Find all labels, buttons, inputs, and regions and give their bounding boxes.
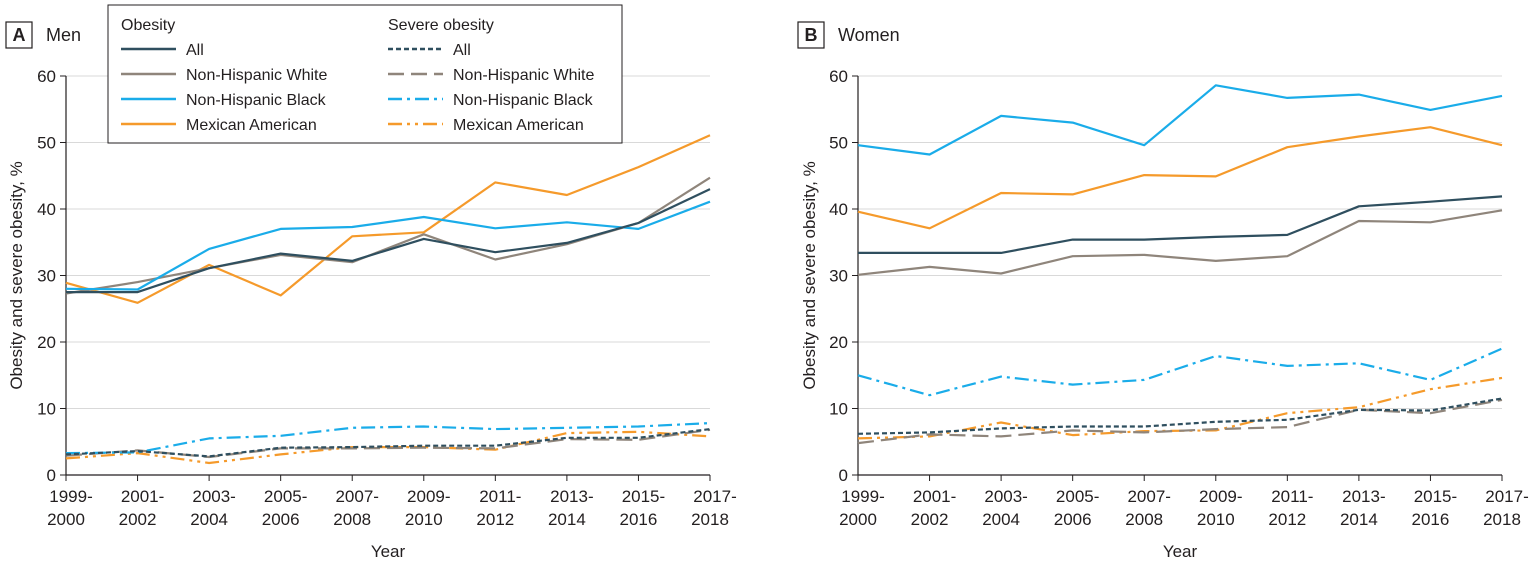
x-axis-title: Year xyxy=(1163,542,1198,561)
x-tick-label-end: 2002 xyxy=(119,510,157,529)
y-tick-label: 50 xyxy=(829,134,848,153)
panel-letter: A xyxy=(13,25,26,45)
x-tick-label-end: 2014 xyxy=(1340,510,1378,529)
legend-label-obesity-non-hispanic-white: Non-Hispanic White xyxy=(186,67,327,84)
y-axis-title: Obesity and severe obesity, % xyxy=(800,161,819,389)
series-obesity-all xyxy=(858,195,1503,254)
x-tick-label-end: 2000 xyxy=(839,510,877,529)
y-tick-label: 0 xyxy=(839,466,848,485)
series-obesity-non-hispanic-white xyxy=(857,209,1503,276)
legend-label-severe-mexican-american: Mexican American xyxy=(453,117,584,134)
x-tick-label-start: 2003- xyxy=(984,487,1027,506)
x-tick-label-start: 1999- xyxy=(49,487,92,506)
series-obesity-non-hispanic-black xyxy=(65,200,711,291)
series-obesity-all xyxy=(66,188,711,294)
x-tick-label-start: 2001- xyxy=(913,487,956,506)
x-tick-label-end: 2014 xyxy=(548,510,586,529)
x-tick-label-start: 2003- xyxy=(192,487,235,506)
panel-title: Women xyxy=(838,25,900,45)
panel-letter-box xyxy=(797,21,825,49)
series-obesity-mexican-american xyxy=(65,134,711,304)
x-tick-label-start: 1999- xyxy=(841,487,884,506)
x-tick-label-start: 2009- xyxy=(407,487,450,506)
legend-box xyxy=(107,4,623,144)
x-tick-label-end: 2010 xyxy=(405,510,443,529)
legend-label-severe-non-hispanic-white: Non-Hispanic White xyxy=(453,67,594,84)
x-tick-label-start: 2011- xyxy=(1271,487,1313,506)
x-tick-label-start: 2017- xyxy=(693,487,736,506)
x-tick-label-end: 2002 xyxy=(911,510,949,529)
x-tick-label-end: 2000 xyxy=(47,510,85,529)
x-tick-label-end: 2008 xyxy=(333,510,371,529)
y-tick-label: 30 xyxy=(37,267,56,286)
panel-letter-badge: B xyxy=(797,21,825,49)
x-tick-label-start: 2001- xyxy=(121,487,164,506)
panel-letter: B xyxy=(805,25,818,45)
x-tick-label-end: 2010 xyxy=(1197,510,1235,529)
x-tick-label-end: 2006 xyxy=(262,510,300,529)
legend-heading-severe-obesity: Severe obesity xyxy=(388,17,494,34)
panel-men: A Men 0 10 20 30 40 50 60 1999- 2000 2001- 2002 2003-… xyxy=(5,4,737,561)
legend-heading-obesity: Obesity xyxy=(121,17,175,34)
legend-label-obesity-all: All xyxy=(186,42,204,59)
y-tick-label: 60 xyxy=(829,67,848,86)
y-tick-label: 20 xyxy=(829,333,848,352)
y-tick-label: 60 xyxy=(37,67,56,86)
legend-label-obesity-mexican-american: Mexican American xyxy=(186,117,317,134)
y-tick-label: 10 xyxy=(37,400,56,419)
series-severe-obesity-non-hispanic-black xyxy=(65,422,711,455)
x-tick-label-end: 2004 xyxy=(190,510,228,529)
x-tick-label-end: 2012 xyxy=(1268,510,1306,529)
x-tick-label-start: 2007- xyxy=(1127,487,1170,506)
x-tick-label-start: 2005- xyxy=(264,487,307,506)
x-tick-label-end: 2012 xyxy=(476,510,514,529)
series-severe-obesity-all xyxy=(857,397,1503,435)
x-axis-title: Year xyxy=(371,542,406,561)
x-tick-label-end: 2018 xyxy=(1483,510,1521,529)
x-tick-label-end: 2018 xyxy=(691,510,729,529)
y-tick-label: 0 xyxy=(47,466,56,485)
series-severe-obesity-non-hispanic-white xyxy=(857,398,1503,445)
y-tick-label: 20 xyxy=(37,333,56,352)
x-tick-label-start: 2017- xyxy=(1485,487,1528,506)
legend-label-severe-non-hispanic-black: Non-Hispanic Black xyxy=(453,92,594,109)
x-tick-label-end: 2006 xyxy=(1054,510,1092,529)
y-tick-label: 30 xyxy=(829,267,848,286)
panel-title: Men xyxy=(46,25,81,45)
y-axis-title: Obesity and severe obesity, % xyxy=(7,161,26,389)
series-severe-obesity-non-hispanic-black xyxy=(857,347,1503,397)
legend: Obesity Severe obesity All All Non-Hispanic … xyxy=(107,4,623,144)
x-tick-label-start: 2007- xyxy=(335,487,378,506)
x-tick-label-start: 2005- xyxy=(1056,487,1099,506)
series-severe-obesity-all xyxy=(65,428,711,458)
x-tick-label-start: 2009- xyxy=(1199,487,1242,506)
x-tick-label-end: 2008 xyxy=(1125,510,1163,529)
x-tick-label-start: 2015- xyxy=(622,487,665,506)
series-obesity-mexican-american xyxy=(857,126,1503,230)
legend-label-obesity-non-hispanic-black: Non-Hispanic Black xyxy=(186,92,327,109)
legend-label-severe-all: All xyxy=(453,42,471,59)
x-tick-label-end: 2004 xyxy=(982,510,1020,529)
panel-letter-box xyxy=(5,21,33,49)
x-tick-label-start: 2015- xyxy=(1414,487,1457,506)
x-tick-label-start: 2013- xyxy=(1342,487,1385,506)
x-tick-label-end: 2016 xyxy=(620,510,658,529)
panel-letter-badge: A xyxy=(5,21,33,49)
x-tick-label-start: 2011- xyxy=(479,487,521,506)
panel-women: B Women 0 10 20 30 40 50 60 1999- 2000 2001- 2002 200… xyxy=(797,21,1529,561)
y-tick-label: 40 xyxy=(37,200,56,219)
y-tick-label: 10 xyxy=(829,400,848,419)
x-tick-label-end: 2016 xyxy=(1412,510,1450,529)
y-tick-label: 40 xyxy=(829,200,848,219)
y-tick-label: 50 xyxy=(37,134,56,153)
series-obesity-non-hispanic-black xyxy=(857,84,1503,156)
x-tick-label-start: 2013- xyxy=(550,487,593,506)
